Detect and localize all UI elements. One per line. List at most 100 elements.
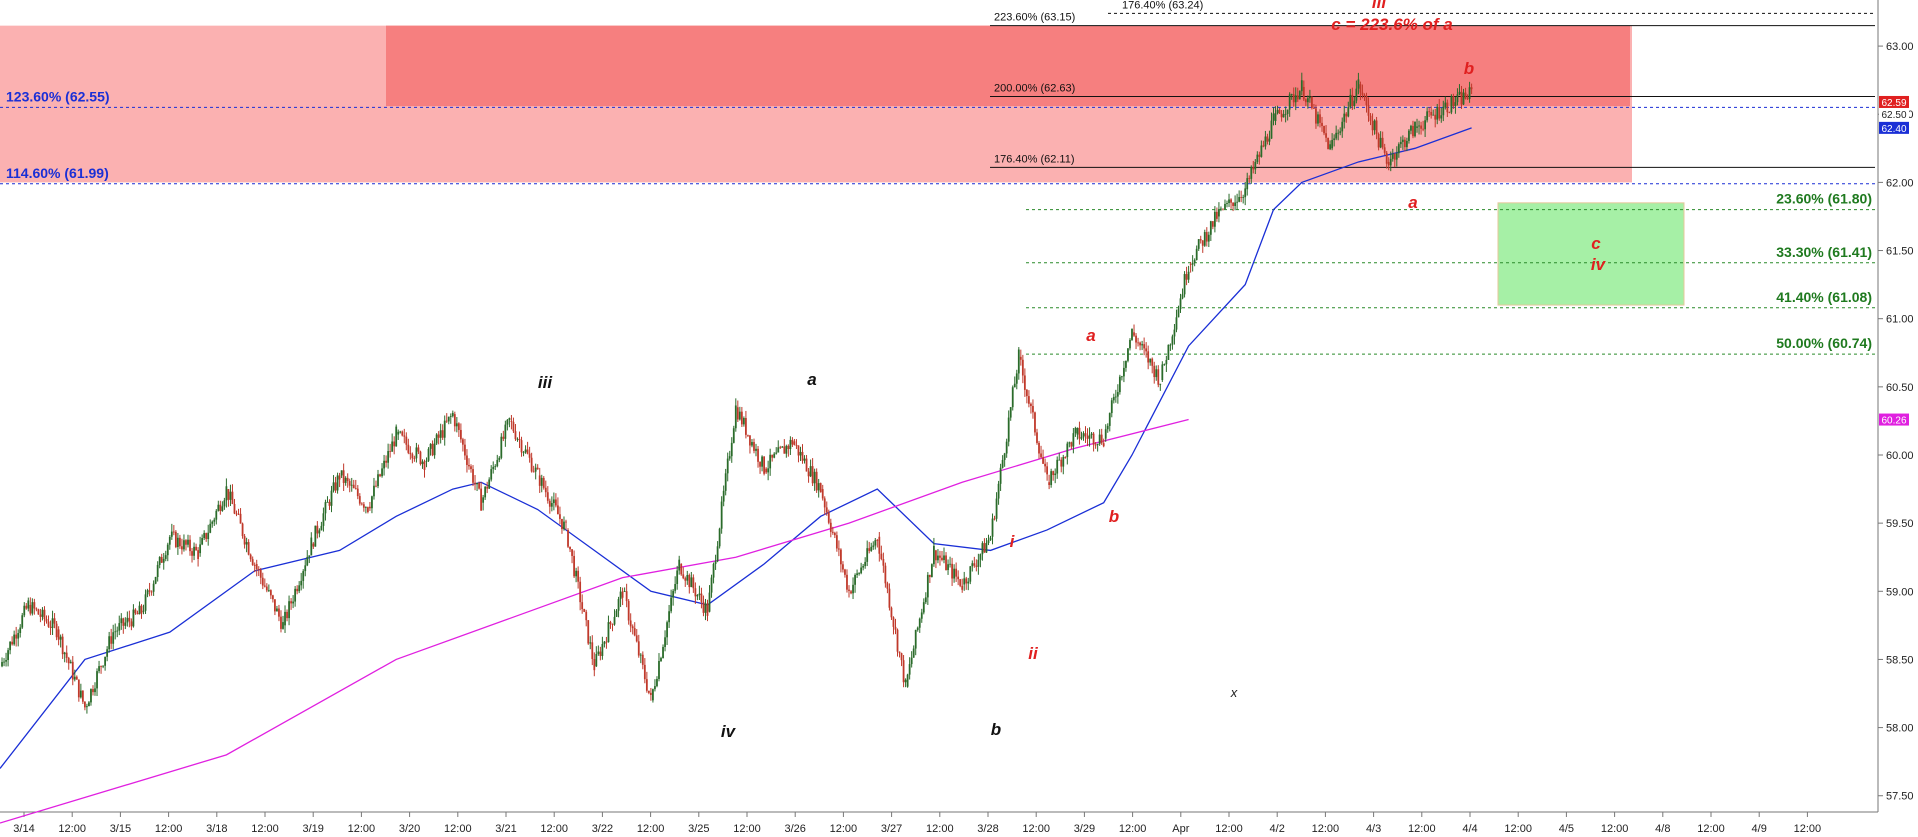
x-tick-label: 12:00 bbox=[1601, 823, 1629, 835]
candle-body bbox=[894, 626, 897, 630]
candle-body bbox=[1274, 113, 1277, 122]
candle-body bbox=[1357, 79, 1360, 89]
candle-body bbox=[823, 498, 826, 508]
candle-body bbox=[991, 518, 994, 537]
candle-body bbox=[1050, 471, 1053, 485]
candle-body bbox=[518, 438, 521, 441]
candle-body bbox=[61, 636, 64, 655]
candle-body bbox=[1118, 376, 1121, 393]
candle-body bbox=[401, 431, 404, 436]
candle-body bbox=[1074, 427, 1077, 434]
candle-body bbox=[174, 531, 177, 548]
candle-body bbox=[767, 468, 770, 473]
candle-body bbox=[67, 657, 70, 664]
candle-body bbox=[639, 654, 642, 656]
fib-label-green: 50.00% (60.74) bbox=[1776, 335, 1872, 351]
candle-body bbox=[842, 564, 844, 570]
candle-body bbox=[1292, 94, 1295, 103]
candle-body bbox=[896, 629, 899, 652]
candle-body bbox=[488, 479, 491, 489]
candle-body bbox=[567, 529, 569, 547]
candle-body bbox=[530, 457, 533, 472]
wave-label: b bbox=[991, 720, 1001, 739]
candle-body bbox=[1141, 344, 1144, 346]
candle-body bbox=[191, 551, 193, 556]
candle-body bbox=[150, 591, 153, 593]
candle-body bbox=[1397, 144, 1400, 154]
candle-body bbox=[1189, 264, 1192, 265]
x-tick-label: 3/22 bbox=[592, 823, 613, 835]
candle-body bbox=[1339, 131, 1342, 133]
candle-body bbox=[749, 435, 751, 446]
wave-label: b bbox=[1109, 507, 1119, 526]
candle-body bbox=[459, 429, 462, 440]
candle-body bbox=[1351, 94, 1354, 106]
price-candles bbox=[1, 72, 1473, 714]
candle-body bbox=[840, 549, 842, 565]
candle-body bbox=[88, 702, 90, 707]
candle-body bbox=[164, 555, 167, 559]
candle-body bbox=[591, 642, 594, 659]
candle-body bbox=[866, 548, 869, 562]
candle-body bbox=[1094, 444, 1097, 446]
candle-body bbox=[306, 556, 309, 566]
candle-body bbox=[542, 477, 545, 488]
x-tick-label: 12:00 bbox=[348, 823, 376, 835]
candle-body bbox=[1213, 211, 1216, 227]
candle-body bbox=[1296, 95, 1299, 100]
price-badge bbox=[1879, 121, 1909, 134]
candle-body bbox=[415, 447, 418, 459]
candle-body bbox=[425, 460, 428, 462]
candle-body bbox=[15, 634, 18, 639]
candle-body bbox=[1131, 328, 1133, 340]
candle-body bbox=[288, 601, 290, 619]
price-badge bbox=[1879, 95, 1909, 108]
candle-body bbox=[522, 452, 525, 454]
price-badge bbox=[1879, 413, 1909, 426]
candle-body bbox=[255, 564, 258, 570]
candle-body bbox=[1300, 80, 1303, 92]
candle-body bbox=[1070, 442, 1073, 447]
candle-body bbox=[815, 471, 818, 491]
candle-body bbox=[643, 664, 646, 680]
candle-body bbox=[880, 553, 883, 560]
candle-body bbox=[237, 513, 240, 515]
candle-body bbox=[1345, 113, 1348, 117]
candle-body bbox=[850, 591, 852, 594]
candle-body bbox=[1313, 108, 1315, 109]
candle-body bbox=[706, 603, 709, 616]
y-tick-label: 61.50 bbox=[1886, 246, 1914, 258]
candle-body bbox=[963, 578, 966, 585]
candle-body bbox=[1444, 102, 1447, 108]
x-tick-label: 12:00 bbox=[1312, 823, 1340, 835]
candle-body bbox=[1432, 114, 1435, 116]
candle-body bbox=[1410, 125, 1412, 131]
candle-body bbox=[490, 469, 493, 480]
candle-body bbox=[102, 665, 104, 667]
candle-body bbox=[775, 452, 778, 454]
candle-body bbox=[1248, 178, 1251, 179]
candle-body bbox=[57, 629, 60, 640]
candle-body bbox=[571, 549, 573, 556]
candle-body bbox=[280, 616, 282, 629]
candle-body bbox=[1428, 111, 1431, 113]
x-tick-label: 3/29 bbox=[1074, 823, 1095, 835]
candle-body bbox=[312, 543, 315, 547]
candle-body bbox=[1262, 145, 1265, 147]
candle-body bbox=[1442, 106, 1445, 116]
candle-body bbox=[751, 442, 753, 446]
candle-body bbox=[211, 521, 214, 524]
candle-body bbox=[805, 458, 808, 472]
candle-body bbox=[23, 605, 26, 616]
candle-body bbox=[403, 435, 406, 437]
candle-body bbox=[354, 488, 357, 489]
candle-body bbox=[538, 475, 541, 486]
candle-body bbox=[55, 623, 58, 638]
candle-body bbox=[468, 464, 470, 467]
candle-body bbox=[1153, 365, 1156, 378]
y-tick-label: 60.50 bbox=[1886, 382, 1914, 394]
candle-body bbox=[47, 621, 50, 627]
candle-body bbox=[1197, 239, 1200, 249]
candle-body bbox=[856, 573, 858, 575]
candle-body bbox=[1129, 339, 1131, 349]
